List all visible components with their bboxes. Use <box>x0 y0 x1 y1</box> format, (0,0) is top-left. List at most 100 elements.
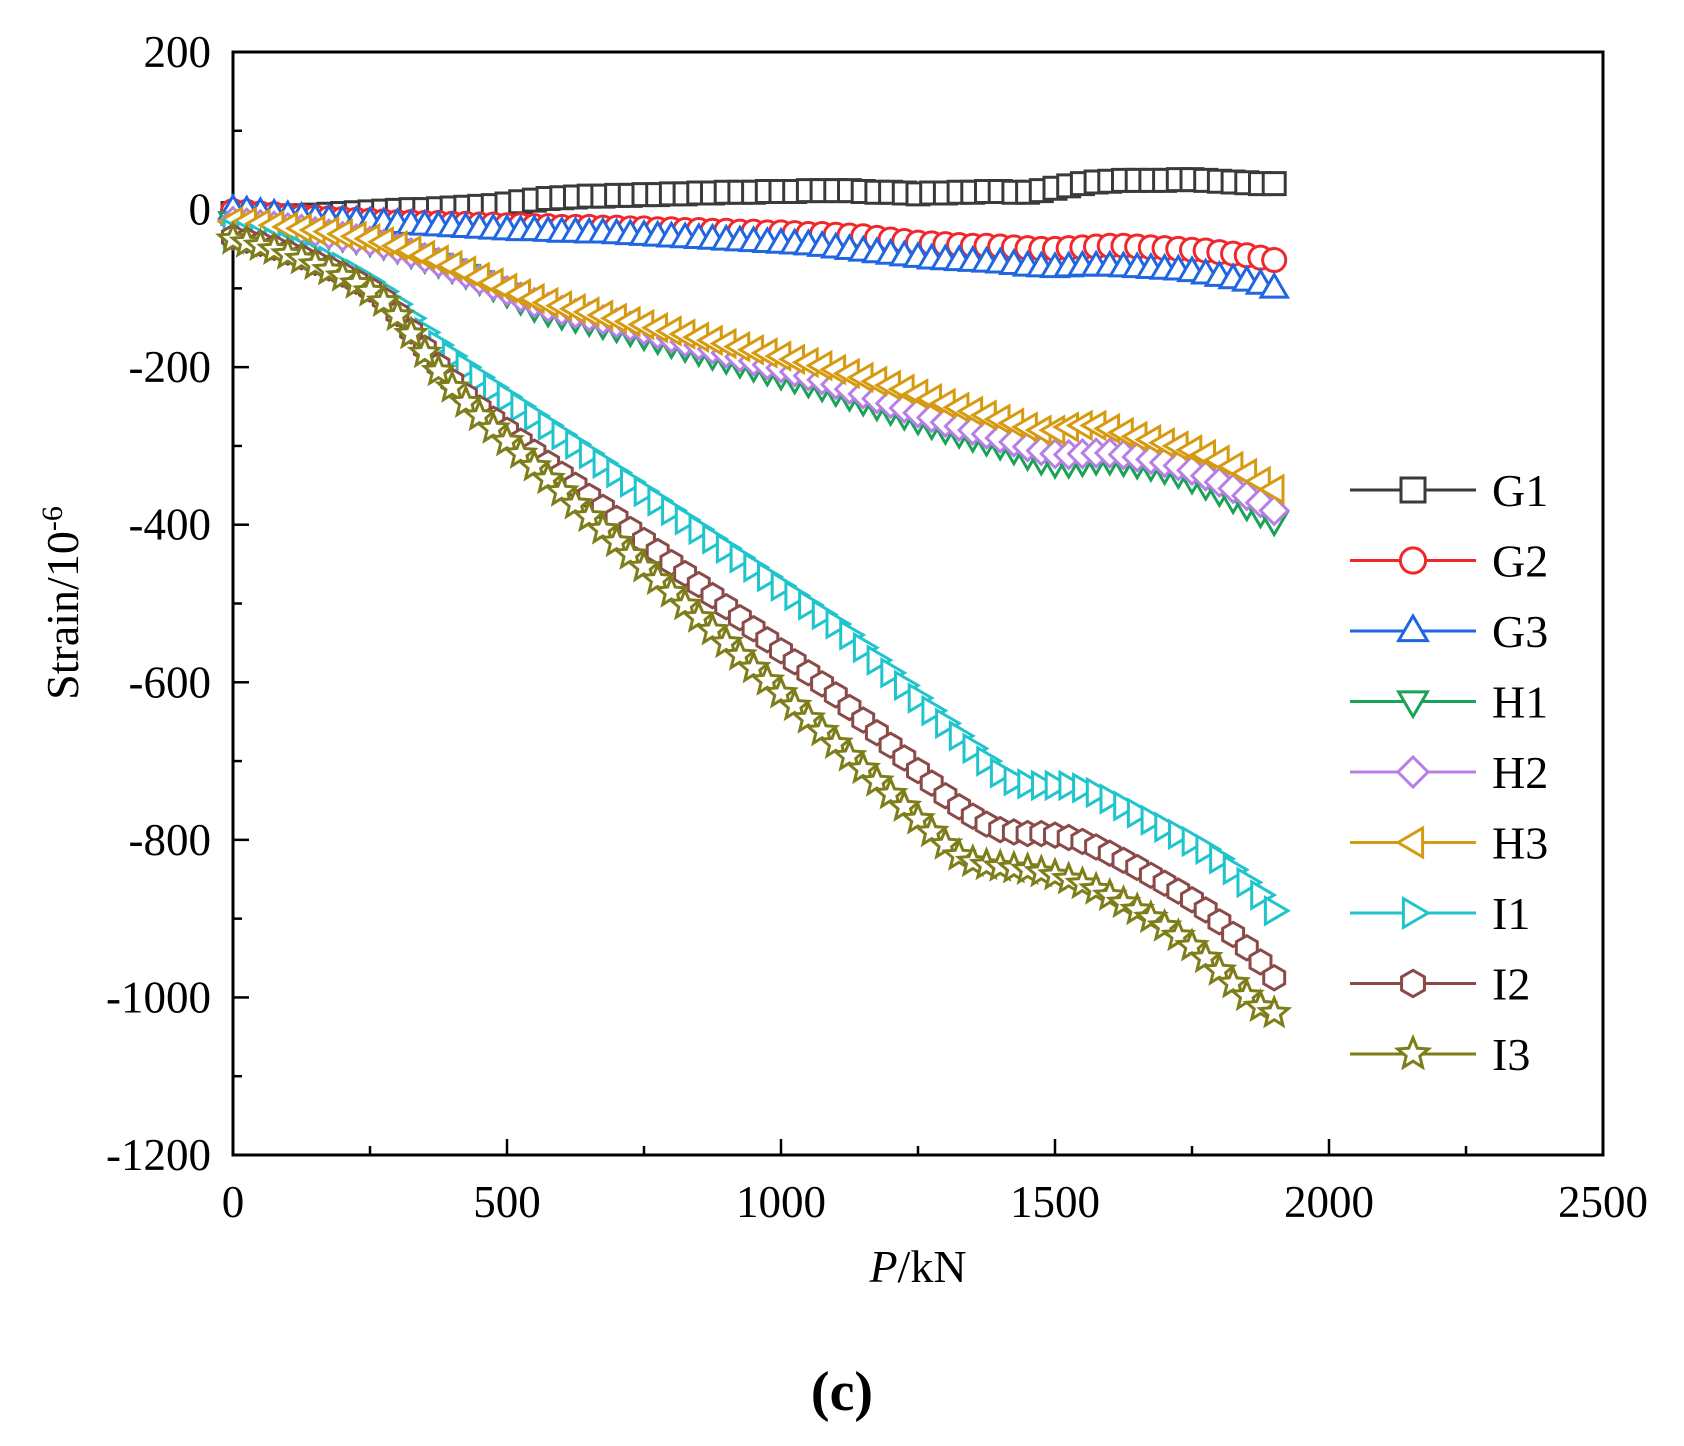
data-point-i1 <box>907 682 935 714</box>
legend-item-h1: H1 <box>1350 677 1548 728</box>
data-point-i3 <box>1256 994 1293 1029</box>
data-point-i1 <box>565 428 593 461</box>
data-point-i1 <box>729 541 757 574</box>
x-tick-label: 1500 <box>1010 1177 1100 1227</box>
data-point-i1 <box>1168 818 1196 851</box>
legend-item-i3: I3 <box>1350 1029 1530 1080</box>
data-point-i3 <box>447 383 484 418</box>
data-point-i1 <box>962 732 990 765</box>
data-point-i1 <box>976 745 1004 777</box>
data-point-i1 <box>661 494 689 527</box>
data-point-i1 <box>784 579 812 612</box>
y-tick-label: -600 <box>129 657 212 707</box>
y-tick-label: -1000 <box>106 972 211 1022</box>
data-point-i1 <box>688 513 716 546</box>
y-tick-label: 200 <box>144 27 212 77</box>
y-axis-title: Strain/10-6 <box>36 506 88 700</box>
x-tick-label: 500 <box>473 1177 541 1227</box>
data-point-i1 <box>606 456 634 489</box>
legend-marker-i1 <box>1401 895 1431 931</box>
data-point-i1 <box>798 589 826 621</box>
data-point-i1 <box>592 447 620 480</box>
x-tick-label: 1000 <box>736 1177 826 1227</box>
data-point-i1 <box>1209 842 1237 875</box>
legend-label-g3: G3 <box>1492 606 1548 657</box>
x-tick-label: 0 <box>222 1177 245 1227</box>
data-point-i1 <box>483 371 511 404</box>
data-point-i1 <box>894 669 922 702</box>
legend-marker-i3 <box>1393 1033 1433 1071</box>
data-point-i1 <box>524 400 552 432</box>
legend-marker-h1 <box>1395 690 1431 720</box>
legend-item-i2: I2 <box>1350 959 1530 1010</box>
data-point-h2 <box>1258 494 1291 527</box>
legend-label-h2: H2 <box>1492 747 1548 798</box>
data-point-i1 <box>496 381 524 413</box>
data-point-h2 <box>1230 479 1263 512</box>
data-point-i2 <box>1262 963 1287 992</box>
legend-label-h1: H1 <box>1492 677 1548 728</box>
legend-label-i3: I3 <box>1492 1029 1530 1080</box>
data-point-i1 <box>702 523 730 555</box>
data-point-i1 <box>825 608 853 640</box>
data-point-i1 <box>1044 769 1072 802</box>
data-point-i1 <box>880 657 908 689</box>
legend-label-g1: G1 <box>1492 465 1548 516</box>
data-point-i1 <box>852 631 880 664</box>
data-point-i3 <box>379 297 416 332</box>
data-point-i1 <box>578 437 606 470</box>
data-point-i1 <box>551 419 579 451</box>
axis-tick-labels: 0 500 1000 1500 2000 25002000-200-400-600-800… <box>106 27 1648 1227</box>
series-i2 <box>221 223 1287 992</box>
legend-marker-g3 <box>1395 613 1431 643</box>
data-point-i1 <box>620 466 648 498</box>
data-point-i1 <box>537 409 565 442</box>
data-point-h2 <box>1217 472 1249 505</box>
y-tick-label: -400 <box>129 500 212 550</box>
data-point-i1 <box>1085 776 1113 809</box>
data-point-i1 <box>1195 833 1223 866</box>
data-point-i1 <box>1099 783 1127 815</box>
data-point-g3 <box>1258 271 1291 299</box>
data-point-i1 <box>757 560 785 593</box>
series-h3 <box>216 205 1285 506</box>
data-point-i2 <box>1248 948 1273 976</box>
data-point-i1 <box>1140 804 1168 836</box>
data-point-i1 <box>948 720 976 752</box>
legend-label-i2: I2 <box>1492 959 1530 1010</box>
data-point-i1 <box>866 644 894 677</box>
data-point-i1 <box>715 532 743 565</box>
series-i3 <box>215 220 1293 1029</box>
data-point-i3 <box>406 334 443 369</box>
legend-item-g2: G2 <box>1350 536 1548 587</box>
data-point-i1 <box>743 551 771 584</box>
data-point-i1 <box>1072 772 1100 804</box>
data-point-h3 <box>1257 473 1285 506</box>
x-tick-label: 2000 <box>1284 1177 1374 1227</box>
data-point-i3 <box>365 282 402 317</box>
legend-label-i1: I1 <box>1492 888 1530 939</box>
x-tick-label: 2500 <box>1558 1177 1648 1227</box>
legend-marker-h3 <box>1395 825 1425 860</box>
legend-item-i1: I1 <box>1350 888 1530 939</box>
data-point-i1 <box>921 694 949 727</box>
data-point-i1 <box>770 570 798 602</box>
data-point-i1 <box>935 707 963 740</box>
data-point-i3 <box>420 352 457 387</box>
legend-item-h2: H2 <box>1350 747 1548 798</box>
y-tick-label: 0 <box>189 185 212 235</box>
data-point-i1 <box>510 390 538 423</box>
data-point-i1 <box>1058 769 1086 802</box>
axis-ticks <box>231 50 1605 1157</box>
data-point-i1 <box>1236 866 1264 899</box>
legend-item-g3: G3 <box>1350 606 1548 657</box>
data-point-i1 <box>1126 797 1154 829</box>
data-point-i1 <box>989 757 1017 789</box>
data-point-i1 <box>633 475 661 508</box>
legend-marker-h2 <box>1395 754 1431 790</box>
panel-label: (c) <box>811 1361 873 1423</box>
legend-marker-i2 <box>1400 968 1426 999</box>
data-point-i1 <box>1031 769 1059 802</box>
data-point-i1 <box>839 619 867 651</box>
